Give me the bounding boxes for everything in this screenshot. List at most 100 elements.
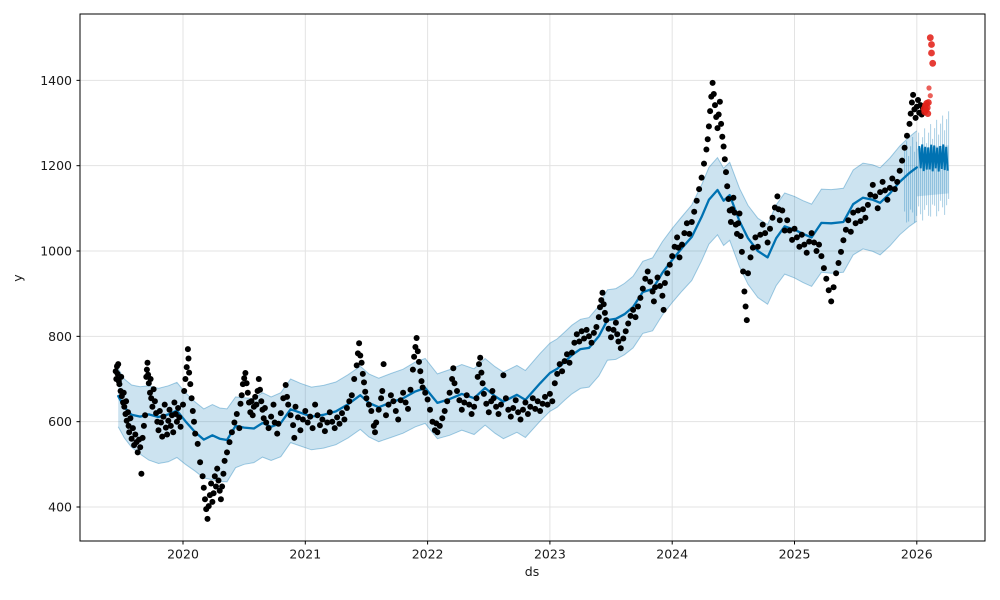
observed-point <box>165 417 172 424</box>
observed-point <box>126 429 133 436</box>
observed-point <box>869 181 876 188</box>
observed-point <box>461 399 468 406</box>
observed-point <box>727 219 734 225</box>
observed-point <box>474 373 481 380</box>
observed-point <box>183 364 190 371</box>
observed-point <box>142 412 149 419</box>
observed-point <box>710 91 717 97</box>
observed-point <box>712 102 718 109</box>
observed-point <box>224 449 230 456</box>
observed-point <box>346 398 353 405</box>
observed-point <box>495 411 502 417</box>
observed-point <box>418 378 425 385</box>
observed-point <box>257 386 263 393</box>
observed-point <box>601 309 608 316</box>
observed-point <box>219 483 226 490</box>
observed-point <box>738 248 745 255</box>
observed-point <box>191 418 197 425</box>
observed-point <box>149 403 156 410</box>
observed-point <box>686 230 693 237</box>
observed-point <box>801 241 808 248</box>
observed-point <box>413 335 420 341</box>
observed-point <box>132 431 139 438</box>
observed-point <box>115 361 122 368</box>
observed-point <box>600 301 607 308</box>
observed-point <box>546 390 553 397</box>
observed-point <box>171 399 178 406</box>
uncertainty-band <box>117 130 918 483</box>
observed-point <box>375 406 382 413</box>
observed-point <box>226 439 233 446</box>
observed-point <box>529 395 536 402</box>
observed-point <box>357 352 364 359</box>
observed-point <box>471 403 478 410</box>
observed-point <box>194 440 201 447</box>
observed-point <box>483 400 490 407</box>
observed-point <box>242 370 249 376</box>
observed-point <box>688 219 695 225</box>
observed-point <box>899 157 906 164</box>
observed-point <box>798 231 805 238</box>
observed-point <box>128 435 135 442</box>
observed-point <box>813 248 820 254</box>
observed-point <box>820 265 827 272</box>
observed-point <box>416 358 422 365</box>
observed-point <box>409 366 416 373</box>
observed-point <box>568 349 575 356</box>
observed-point <box>845 217 852 224</box>
observed-point <box>402 399 409 406</box>
observed-point <box>915 97 921 103</box>
observed-point <box>263 419 270 426</box>
observed-point <box>351 376 358 382</box>
observed-point <box>379 388 386 394</box>
observed-point <box>803 249 810 256</box>
observed-point <box>719 133 726 140</box>
observed-point <box>478 369 485 376</box>
observed-point <box>436 422 443 429</box>
observed-point <box>709 79 716 86</box>
observed-point <box>192 430 199 437</box>
observed-point <box>127 415 134 422</box>
observed-point <box>612 319 619 326</box>
observed-point <box>877 189 884 196</box>
observed-point <box>287 412 294 419</box>
observed-point <box>176 414 183 421</box>
observed-point <box>743 317 750 324</box>
observed-point <box>747 254 754 261</box>
y-tick-label: 1000 <box>40 244 72 259</box>
observed-point <box>334 414 341 421</box>
observed-point <box>573 331 580 338</box>
observed-point <box>385 401 392 408</box>
anomaly-point <box>927 93 933 99</box>
observed-point <box>884 196 891 203</box>
observed-point <box>236 425 243 432</box>
observed-point <box>666 261 673 268</box>
observed-point <box>143 366 150 373</box>
observed-point <box>314 412 321 419</box>
observed-point <box>867 191 874 198</box>
observed-point <box>185 355 192 362</box>
observed-point <box>348 392 355 399</box>
observed-point <box>249 412 256 419</box>
observed-point <box>860 206 866 213</box>
observed-point <box>479 380 486 387</box>
observed-point <box>490 395 497 402</box>
observed-point <box>507 413 514 420</box>
uncertainty-band-fill <box>118 130 917 482</box>
observed-point <box>155 427 162 434</box>
observed-point <box>811 239 818 246</box>
observed-point <box>752 234 759 241</box>
observed-point <box>241 375 248 382</box>
observed-point <box>603 317 610 324</box>
observed-point <box>793 234 800 241</box>
observed-point <box>599 289 606 296</box>
observed-point <box>215 477 222 484</box>
observed-point <box>181 388 188 394</box>
observed-point <box>210 490 217 497</box>
forecast-line <box>117 166 918 442</box>
observed-point <box>317 422 323 429</box>
observed-point <box>904 132 910 139</box>
observed-point <box>134 449 141 456</box>
observed-point <box>620 335 627 342</box>
observed-point <box>847 228 854 235</box>
